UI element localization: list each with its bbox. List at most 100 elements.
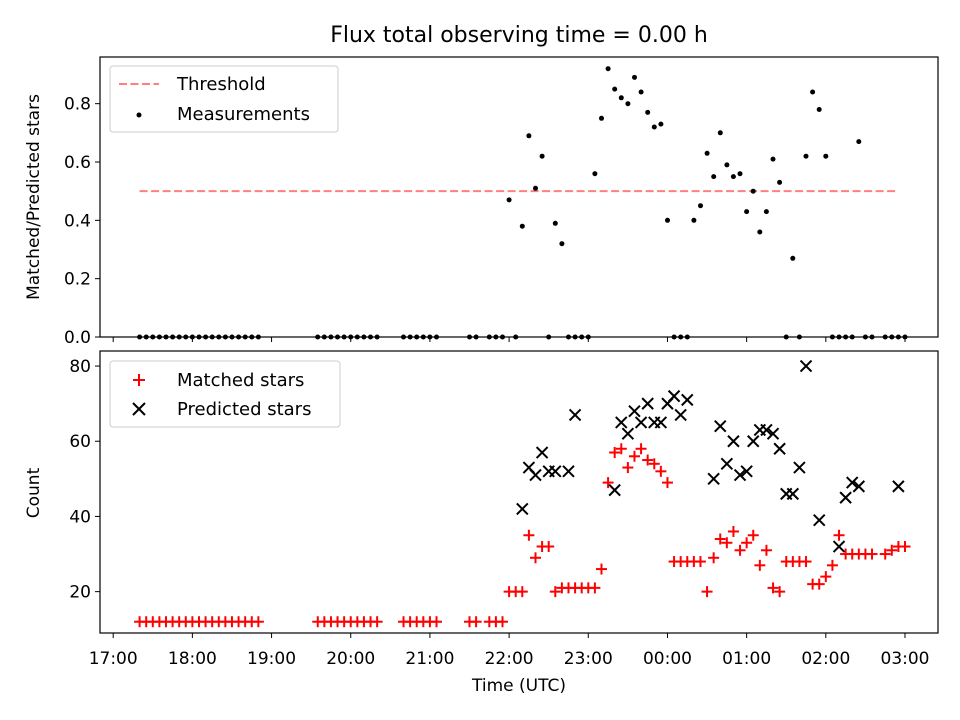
- matched-star-point: [833, 529, 845, 541]
- matched-star-point: [543, 541, 555, 553]
- measurement-point: [724, 162, 730, 168]
- predicted-star-point: [674, 408, 687, 422]
- matched-star-point: [516, 586, 528, 598]
- x-tick-label: 23:00: [564, 649, 613, 669]
- top-y-axis-label: Matched/Predicted stars: [24, 94, 44, 300]
- matched-star-point: [431, 616, 443, 628]
- measurement-point: [744, 209, 750, 215]
- predicted-star-point: [714, 419, 727, 433]
- predicted-star-point: [747, 435, 760, 448]
- matched-stars-legend-label: Matched stars: [177, 370, 304, 391]
- matched-star-point: [609, 447, 621, 459]
- x-tick-label: 02:00: [801, 649, 850, 669]
- predicted-star-point: [846, 476, 859, 489]
- top-plot-area: [137, 66, 908, 340]
- bottom-y-axis: 20 40 60 80: [69, 357, 100, 603]
- measurement-point: [757, 229, 763, 235]
- x-axis-label: Time (UTC): [471, 676, 566, 696]
- matched-star-point: [767, 582, 779, 594]
- x-tick-label: 00:00: [643, 649, 692, 669]
- predicted-star-point: [562, 465, 575, 478]
- matched-star-point: [661, 477, 673, 489]
- measurement-point: [704, 150, 710, 156]
- measurement-point: [763, 209, 769, 215]
- predicted-star-point: [681, 393, 694, 407]
- top-y-tick-label: 0.4: [64, 211, 91, 231]
- matched-star-point: [899, 541, 911, 553]
- measurement-point: [533, 185, 538, 191]
- measurement-point: [711, 174, 717, 180]
- matched-stars-legend-marker: [133, 374, 145, 386]
- top-y-tick-label: 0.0: [64, 328, 91, 348]
- matched-star-point: [648, 458, 660, 470]
- measurement-point: [539, 153, 545, 159]
- measurement-point: [790, 255, 796, 261]
- measurement-point: [730, 174, 736, 180]
- matched-star-point: [820, 571, 832, 583]
- measurement-point: [816, 107, 822, 112]
- measurement-point: [612, 86, 618, 92]
- top-y-axis: 0.0 0.2 0.4 0.6 0.8: [64, 95, 100, 348]
- matched-star-point: [635, 443, 647, 455]
- predicted-star-point: [549, 465, 562, 478]
- predicted-star-point: [529, 468, 542, 482]
- bottom-y-tick-label: 80: [69, 357, 91, 377]
- matched-star-point: [813, 578, 825, 590]
- matched-star-point: [708, 552, 720, 564]
- measurement-point: [592, 171, 598, 177]
- matched-star-point: [615, 443, 627, 455]
- predicted-star-point: [740, 465, 753, 478]
- bottom-x-axis: 17:00 18:00 19:00 20:00 21:00 22:00 23:00 00:00…: [89, 633, 930, 669]
- measurement-point: [665, 217, 670, 223]
- bottom-y-tick-label: 60: [69, 432, 91, 452]
- predicted-star-point: [615, 416, 628, 429]
- measurement-point: [526, 133, 532, 139]
- predicted-stars-legend-marker: [132, 402, 146, 416]
- measurement-point: [717, 130, 723, 136]
- predicted-star-point: [733, 468, 747, 482]
- measurement-point: [632, 74, 637, 80]
- x-tick-label: 17:00: [89, 649, 138, 669]
- measurements-legend-marker: [136, 112, 142, 118]
- measurement-point: [599, 115, 604, 121]
- matched-star-point: [800, 556, 812, 568]
- predicted-star-point: [628, 404, 641, 418]
- matched-star-point: [866, 548, 878, 560]
- matched-star-point: [774, 586, 786, 598]
- measurements-legend-label: Measurements: [177, 104, 310, 125]
- measurement-point: [737, 171, 743, 177]
- predicted-star-point: [793, 461, 806, 474]
- measurement-point: [856, 139, 862, 145]
- measurement-point: [605, 66, 611, 72]
- bottom-y-tick-label: 20: [69, 583, 91, 603]
- matched-star-point: [470, 616, 482, 628]
- matched-star-point: [622, 462, 634, 474]
- bottom-plot-frame: [99, 350, 939, 634]
- top-plot-frame: [99, 56, 939, 338]
- predicted-star-point: [766, 427, 780, 440]
- x-tick-label: 21:00: [405, 649, 454, 669]
- predicted-star-point: [621, 427, 635, 440]
- matched-star-point: [886, 544, 898, 556]
- predicted-star-point: [786, 487, 800, 501]
- top-y-tick-label: 0.6: [64, 153, 91, 173]
- matched-star-point: [642, 454, 654, 466]
- matched-star-point: [747, 529, 759, 541]
- predicted-star-point: [839, 491, 852, 504]
- predicted-star-point: [608, 483, 621, 497]
- matched-star-point: [497, 616, 509, 628]
- measurement-point: [803, 153, 809, 159]
- top-legend: Threshold Measurements: [109, 65, 339, 133]
- matched-star-point: [734, 544, 746, 556]
- bottom-legend: Matched stars Predicted stars: [109, 360, 341, 428]
- matched-star-point: [714, 533, 726, 545]
- top-y-tick-label: 0.2: [64, 270, 91, 290]
- measurement-point: [552, 220, 558, 226]
- x-tick-label: 19:00: [247, 649, 296, 669]
- predicted-star-point: [516, 502, 529, 516]
- matched-star-point: [523, 529, 535, 541]
- x-tick-label: 20:00: [326, 649, 375, 669]
- predicted-star-point: [773, 442, 786, 455]
- measurement-point: [658, 121, 664, 127]
- predicted-star-point: [799, 359, 813, 373]
